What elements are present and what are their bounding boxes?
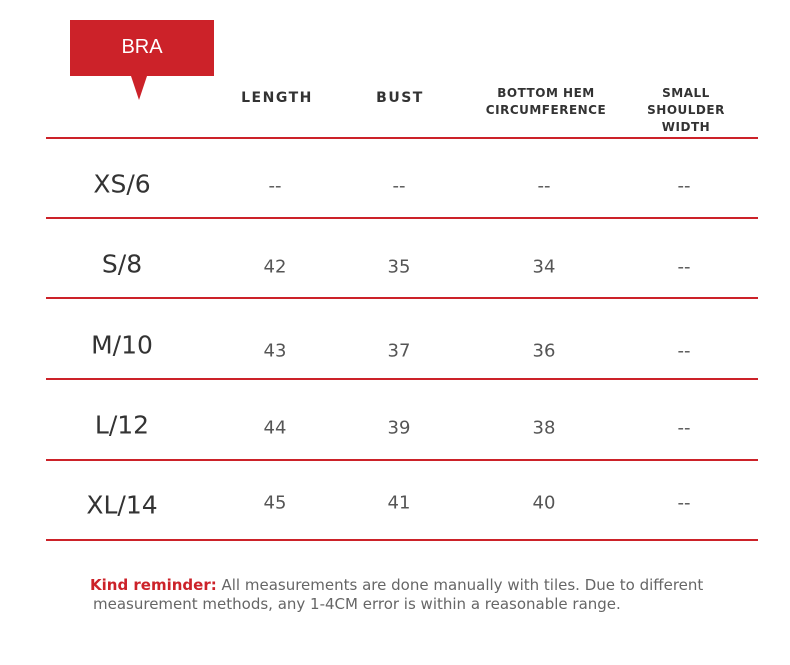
- length-cell: 45: [263, 492, 287, 514]
- size-label: XL/14: [86, 490, 158, 520]
- size-label: XS/6: [93, 169, 151, 199]
- hem-cell: 36: [532, 340, 556, 362]
- row-divider: [46, 297, 758, 299]
- size-label: S/8: [101, 249, 143, 279]
- length-cell: 44: [263, 417, 287, 439]
- length-cell: --: [268, 175, 282, 197]
- hem-cell: 38: [532, 417, 556, 439]
- header-bottom-hem: BOTTOM HEM CIRCUMFERENCE: [485, 86, 607, 117]
- bust-cell: 39: [387, 417, 411, 439]
- length-cell: 43: [263, 340, 287, 362]
- bust-cell: 37: [387, 340, 411, 362]
- row-divider: [46, 378, 758, 380]
- shoulder-cell: --: [677, 340, 691, 362]
- header-divider: [46, 137, 758, 139]
- hem-cell: 34: [532, 256, 556, 278]
- size-label: M/10: [91, 330, 153, 360]
- header-bust: BUST: [376, 90, 424, 106]
- bust-cell: 35: [387, 256, 411, 278]
- shoulder-cell: --: [677, 175, 691, 197]
- length-cell: 42: [263, 256, 287, 278]
- shoulder-cell: --: [677, 417, 691, 439]
- bust-cell: 41: [387, 492, 411, 514]
- hem-cell: --: [537, 175, 551, 197]
- reminder-text-line1: All measurements are done manually with …: [216, 576, 704, 594]
- header-length: LENGTH: [241, 90, 313, 106]
- hem-cell: 40: [532, 492, 556, 514]
- bra-tag-label: BRA: [121, 35, 163, 58]
- reminder-label: Kind reminder:: [90, 576, 217, 594]
- bra-tag: BRA: [70, 20, 214, 76]
- size-label: L/12: [94, 410, 150, 440]
- row-divider: [46, 539, 758, 541]
- reminder-text-line2: measurement methods, any 1-4CM error is …: [93, 595, 621, 613]
- tag-pointer-icon: [131, 76, 147, 100]
- shoulder-cell: --: [677, 492, 691, 514]
- kind-reminder: Kind reminder: All measurements are done…: [90, 576, 760, 614]
- row-divider: [46, 459, 758, 461]
- shoulder-cell: --: [677, 256, 691, 278]
- header-shoulder-width: SMALL SHOULDER WIDTH: [647, 86, 725, 134]
- row-divider: [46, 217, 758, 219]
- bust-cell: --: [392, 175, 406, 197]
